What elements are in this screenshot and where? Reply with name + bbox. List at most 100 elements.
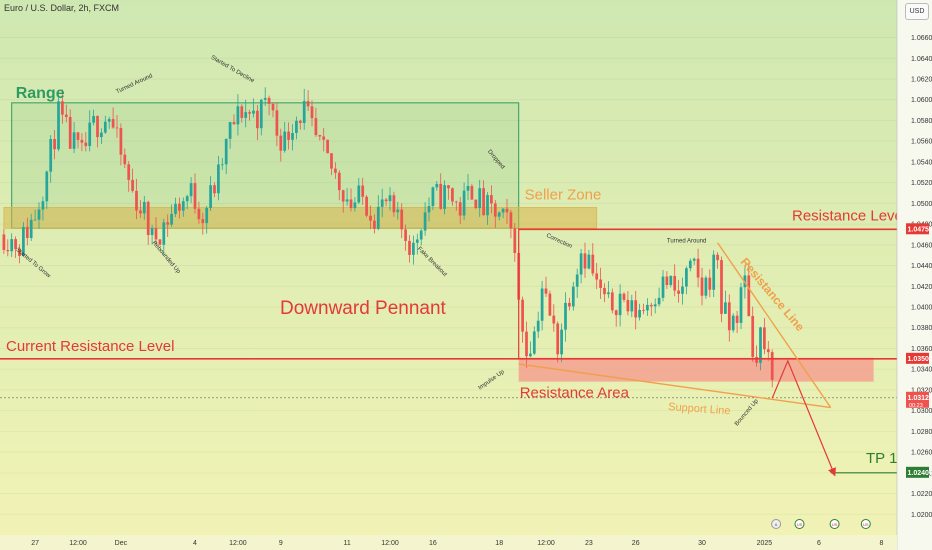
candle-body (271, 103, 275, 111)
candle-body (166, 222, 170, 225)
support-line-label: Support Line (668, 401, 731, 417)
candle-body (326, 139, 329, 154)
candle-body (279, 135, 283, 151)
currency-badge[interactable]: USD (905, 3, 929, 20)
price-tick-label: 1.05000 (911, 201, 932, 208)
candle-body (501, 208, 505, 213)
price-tick-label: 1.04600 (911, 242, 932, 249)
last-price-badge: 1.03124 (908, 395, 932, 402)
candle-body (287, 131, 290, 140)
candle-body (454, 201, 458, 203)
candle-body (521, 299, 524, 332)
price-tick-label: 1.06200 (911, 77, 932, 84)
price-tick-label: 1.03800 (911, 325, 932, 332)
candle-body (451, 188, 454, 202)
candle-body (505, 208, 509, 213)
candle-body (688, 260, 692, 269)
time-tick-label: 12:00 (381, 540, 399, 547)
candle-body (244, 112, 248, 118)
candle-body (634, 300, 638, 318)
candle-body (252, 110, 255, 114)
candle-body (189, 183, 193, 197)
time-tick-label: 30 (698, 540, 706, 547)
resistance-price-badge-bg (906, 223, 929, 235)
candle-body (739, 287, 743, 323)
time-tick-label: 12:00 (229, 540, 247, 547)
candle-body (727, 302, 731, 331)
candle-body (103, 121, 107, 133)
candle-body (197, 208, 201, 220)
candle-body (735, 315, 739, 323)
candle-body (96, 115, 99, 138)
time-tick-label: 18 (495, 540, 503, 547)
event-marker-text: 6 (775, 522, 778, 527)
price-tick-label: 1.02000 (911, 512, 932, 519)
candle-body (213, 185, 216, 194)
candle-body (236, 106, 240, 125)
candle-body (571, 286, 575, 307)
price-tick-label: 1.06600 (911, 35, 932, 42)
time-tick-label: Dec (115, 540, 128, 547)
candle-body (474, 199, 478, 209)
candle-body (330, 153, 333, 169)
event-marker-text: US (797, 522, 803, 527)
seller-zone-label: Seller Zone (525, 187, 602, 204)
candle-body (256, 110, 259, 129)
candle-body (119, 128, 123, 155)
candle-body (490, 195, 493, 204)
candle-body (759, 327, 762, 363)
candle-body (423, 212, 427, 231)
candle-body (431, 187, 435, 207)
candle-body (731, 315, 735, 331)
candle-body (708, 277, 712, 290)
candle-body (29, 219, 33, 239)
candle-body (380, 199, 384, 207)
candle-body (766, 349, 770, 353)
candle-body (458, 202, 462, 216)
candle-body (181, 201, 185, 211)
candle-body (696, 258, 700, 278)
tp1-label: TP 1 (866, 450, 897, 467)
candle-body (14, 239, 17, 250)
candle-body (525, 331, 528, 357)
candle-body (6, 249, 10, 252)
candle-body (115, 127, 119, 129)
candle-body (509, 212, 513, 229)
candle-body (763, 327, 766, 350)
candle-body (747, 275, 751, 316)
candle-body (677, 290, 680, 294)
candle-body (53, 139, 56, 150)
candle-body (49, 139, 53, 172)
candle-body (178, 203, 181, 211)
time-tick-label: 4 (193, 540, 197, 547)
candle-body (665, 276, 669, 285)
tp1-price-badge-bg (906, 466, 929, 478)
candle-body (376, 206, 380, 229)
candle-body (10, 239, 14, 252)
candle-body (595, 273, 599, 280)
candle-body (224, 138, 228, 165)
candle-body (259, 99, 263, 129)
candle-body (80, 139, 84, 143)
candle-body (291, 132, 294, 140)
candle-body (337, 172, 341, 191)
event-marker: 6 (771, 519, 782, 529)
event-marker: US (829, 519, 840, 529)
candle-body (310, 106, 314, 119)
candle-body (610, 292, 614, 311)
candle-body (548, 293, 552, 316)
time-axis-background (0, 535, 897, 550)
candle-body (720, 260, 723, 314)
candle-body (373, 220, 376, 229)
price-tick-label: 1.05800 (911, 118, 932, 125)
candle-body (146, 201, 150, 236)
candle-body (25, 226, 29, 239)
candle-body (220, 164, 224, 166)
candle-body (248, 112, 251, 114)
candle-body (540, 288, 544, 321)
price-axis-background (897, 0, 932, 550)
resistance-level-label: Resistance Level (792, 207, 906, 224)
candle-body (599, 279, 602, 288)
event-marker-circle (794, 519, 805, 529)
